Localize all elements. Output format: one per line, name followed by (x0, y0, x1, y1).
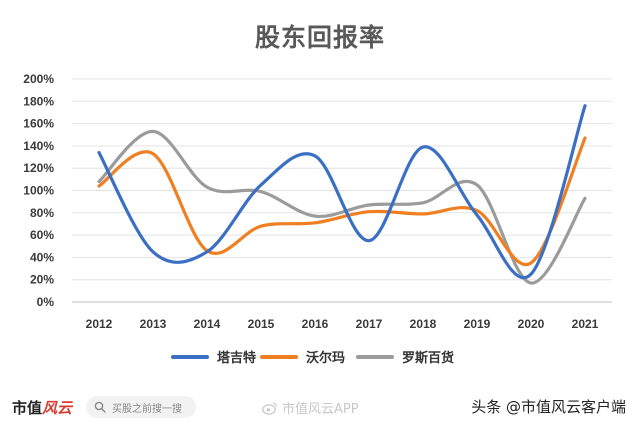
y-tick-label: 20% (30, 273, 54, 287)
x-tick-label: 2019 (464, 317, 491, 331)
y-tick-label: 0% (37, 295, 55, 309)
x-tick-label: 2014 (194, 317, 221, 331)
legend: 塔吉特 沃尔玛 罗斯百货 (0, 347, 640, 371)
legend-swatch-ross (356, 354, 394, 359)
legend-swatch-target (171, 354, 209, 359)
search-box[interactable]: 买股之前搜一搜 (86, 396, 196, 418)
brand-logo-main: 市值 (12, 399, 43, 417)
y-tick-label: 40% (30, 250, 54, 264)
gridlines (72, 78, 612, 303)
footer-bar: 市值风云 买股之前搜一搜 市值风云APP 头条 @市值风云客户端 (0, 388, 640, 428)
source-credit: 头条 @市值风云客户端 (471, 398, 626, 416)
x-axis-ticks: 2012 2013 2014 2015 2016 2017 2018 2019 2020 2021 (86, 317, 599, 331)
legend-label-ross: 罗斯百货 (402, 351, 455, 366)
legend-item-target[interactable]: 塔吉特 (171, 347, 256, 366)
x-tick-label: 2013 (140, 317, 167, 331)
x-tick-label: 2021 (572, 317, 599, 331)
legend-item-walmart[interactable]: 沃尔玛 (260, 347, 345, 366)
x-tick-label: 2016 (302, 317, 329, 331)
y-tick-label: 180% (23, 94, 54, 108)
y-tick-label: 160% (23, 117, 54, 131)
chart-title: 股东回报率 (254, 23, 385, 52)
series-line-0 (97, 104, 587, 279)
x-tick-label: 2017 (356, 317, 383, 331)
y-tick-label: 120% (23, 161, 54, 175)
y-tick-label: 60% (30, 228, 54, 242)
series-line-2 (97, 129, 587, 285)
weibo-icon (262, 402, 277, 415)
x-tick-label: 2012 (86, 317, 113, 331)
x-tick-label: 2020 (518, 317, 545, 331)
search-placeholder: 买股之前搜一搜 (112, 403, 182, 415)
x-tick-label: 2015 (248, 317, 275, 331)
search-icon (94, 401, 106, 413)
y-tick-label: 140% (23, 139, 54, 153)
y-tick-label: 200% (23, 72, 54, 86)
brand-logo[interactable]: 市值风云 (12, 397, 72, 418)
legend-swatch-walmart (260, 354, 298, 359)
brand-logo-accent: 风云 (42, 399, 73, 417)
legend-label-walmart: 沃尔玛 (306, 351, 346, 366)
y-axis-ticks: 0% 20% 40% 60% 80% 100% 120% 140% 160% 180% 200% (23, 72, 54, 309)
app-watermark: 市值风云APP (262, 398, 359, 417)
y-tick-label: 80% (30, 206, 54, 220)
legend-label-target: 塔吉特 (217, 351, 257, 366)
series-lines (97, 104, 587, 285)
y-tick-label: 100% (23, 184, 54, 198)
legend-item-ross[interactable]: 罗斯百货 (356, 347, 454, 366)
app-watermark-text: 市值风云APP (282, 402, 359, 417)
x-tick-label: 2018 (410, 317, 437, 331)
